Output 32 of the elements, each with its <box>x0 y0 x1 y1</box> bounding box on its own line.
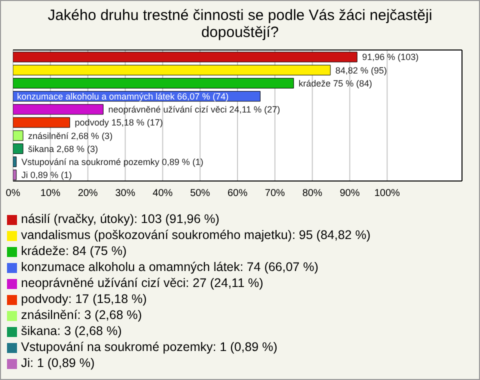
legend-label: podvody: 17 (15,18 %) <box>21 292 147 306</box>
data-label: šikana 2,68 % (3) <box>28 144 98 154</box>
legend-label: Ji: 1 (0,89 %) <box>21 356 95 370</box>
x-tick-label: 90% <box>340 188 360 200</box>
x-tick-label: 40% <box>152 188 173 200</box>
data-label: znásilnění 2,68 % (3) <box>28 130 113 141</box>
legend-label: krádeže: 84 (75 %) <box>21 244 127 258</box>
x-tick-label: 50% <box>190 188 210 200</box>
data-label: neoprávněné užívání cizí věci 24,11 % (27) <box>108 104 280 115</box>
x-tick-label: 10% <box>40 188 61 200</box>
x-tick-label: 30% <box>115 188 136 200</box>
legend-label: znásilnění: 3 (2,68 %) <box>21 308 142 322</box>
x-tick-label: 60% <box>227 188 248 200</box>
data-label: konzumace alkoholu a omamných látek 66,07 % (74) <box>17 91 229 102</box>
x-tick-label: 20% <box>78 188 98 200</box>
x-tick-label: 70% <box>264 188 286 200</box>
data-label: podvody 15,18 % (17) <box>74 118 163 128</box>
legend-label: Vstupování na soukromé pozemky: 1 (0,89 %) <box>21 340 278 354</box>
data-label: 84,82 % (95) <box>335 65 387 76</box>
data-label: krádeže 75 % (84) <box>298 78 372 88</box>
x-tick-label: 80% <box>302 188 322 200</box>
legend-label: konzumace alkoholu a omamných látek: 74 (66,07 %) <box>21 260 318 274</box>
chart-title: Jakého druhu trestné činnosti se podle Vás žáci nejčastěji dopouštějí? <box>46 6 434 41</box>
legend-label: násilí (rvačky, útoky): 103 (91,96 %) <box>21 212 220 226</box>
data-label: 91,96 % (103) <box>362 52 419 62</box>
x-tick-label: 100% <box>374 188 400 200</box>
legend-label: šikana: 3 (2,68 %) <box>21 324 122 338</box>
x-tick-label: 0% <box>6 188 20 200</box>
data-label: Ji 0,89 % (1) <box>21 170 72 180</box>
legend-label: vandalismus (poškozování soukromého majetku): 95 (84,82 %) <box>21 228 370 242</box>
data-label: Vstupování na soukromé pozemky 0,89 % (1) <box>21 156 204 167</box>
legend-label: neoprávněné užívání cizí věci: 27 (24,11 %) <box>21 276 264 290</box>
